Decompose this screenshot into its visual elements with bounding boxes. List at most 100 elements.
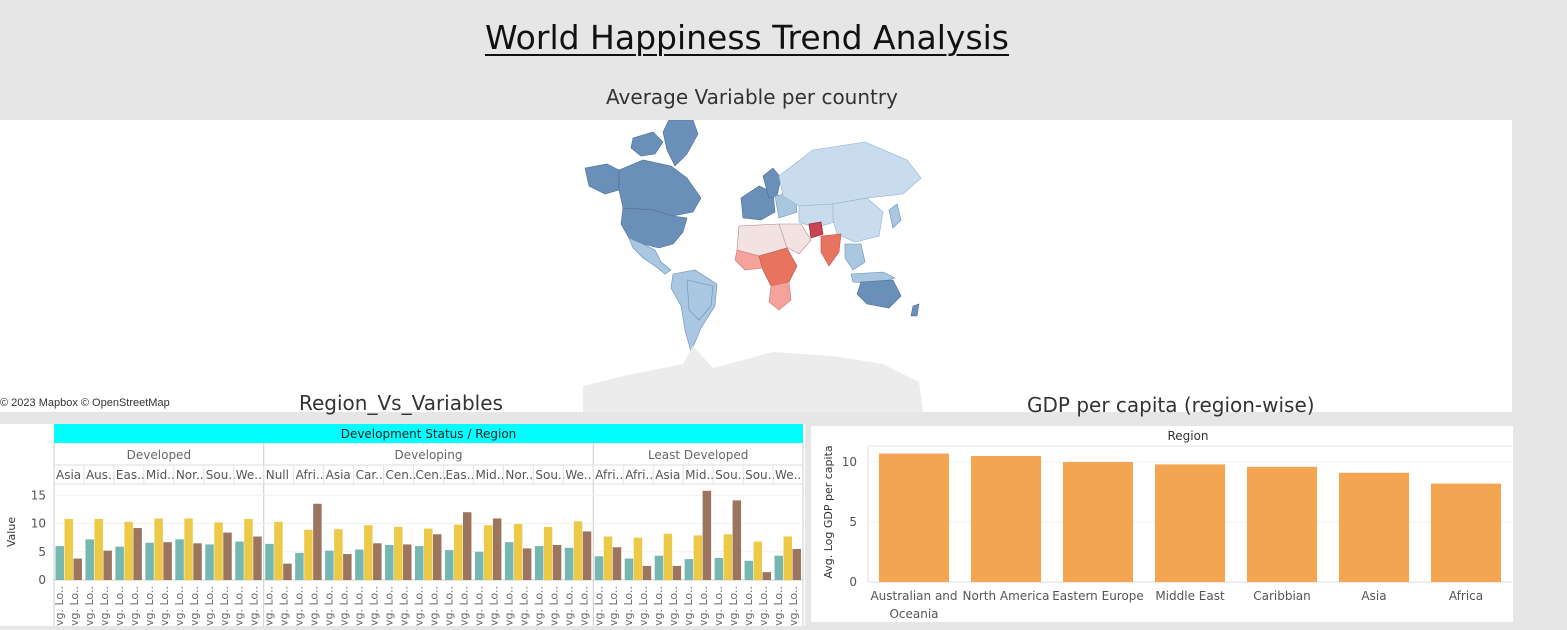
x-tick-label: vg. Lo..	[308, 586, 321, 626]
bar	[732, 500, 742, 580]
map-central-asia[interactable]	[798, 203, 842, 229]
bar	[403, 544, 412, 580]
x-tick-label: vg. Lo..	[502, 586, 515, 626]
map-new-zealand[interactable]	[910, 303, 920, 317]
region-label: We..	[236, 468, 262, 482]
x-tick-label: Eastern Europe	[1052, 589, 1144, 603]
map-india[interactable]	[820, 233, 842, 267]
bar	[184, 518, 193, 580]
region-label: Afri..	[296, 468, 324, 482]
bar	[642, 565, 652, 580]
bar	[684, 559, 694, 580]
bar	[223, 532, 232, 580]
region-label: Eas..	[445, 468, 474, 482]
y-tick-label: 5	[38, 545, 46, 559]
map-alaska[interactable]	[584, 163, 620, 195]
map-china[interactable]	[832, 197, 884, 243]
x-tick-label: vg. Lo..	[248, 586, 261, 626]
map-scandinavia[interactable]	[762, 167, 782, 199]
world-map[interactable]	[583, 120, 923, 412]
x-tick-label: vg. Lo..	[98, 586, 111, 626]
map-japan[interactable]	[888, 203, 902, 229]
region-label: Cen..	[386, 468, 417, 482]
x-tick-label: vg. Lo..	[532, 586, 545, 626]
x-tick-label: vg. Lo..	[622, 586, 635, 626]
bar	[1063, 462, 1133, 582]
region-vs-variables-panel[interactable]: Development Status / Region Developed Deve…	[0, 424, 805, 626]
bar	[355, 549, 364, 580]
region-label: Aus..	[86, 468, 116, 482]
x-tick-label: vg. Lo..	[278, 586, 291, 626]
region-label: Sou..	[535, 468, 565, 482]
x-tick-label: Africa	[1449, 589, 1483, 603]
bar	[594, 556, 604, 580]
x-tick-label: vg. Lo..	[787, 586, 800, 626]
bar	[663, 533, 673, 580]
region-label: Nor..	[505, 468, 533, 482]
map-greenland[interactable]	[662, 120, 699, 167]
bar	[163, 542, 172, 580]
map-panel[interactable]	[0, 120, 1512, 412]
bar	[145, 542, 154, 580]
region-label: Sou..	[206, 468, 236, 482]
bar	[792, 548, 801, 580]
map-southeast-asia[interactable]	[844, 243, 866, 271]
header-label: Development Status / Region	[341, 427, 517, 441]
bar	[415, 546, 424, 580]
x-tick-label: vg. Lo..	[682, 586, 695, 626]
map-australia[interactable]	[856, 279, 902, 309]
x-tick-label: vg. Lo..	[368, 586, 381, 626]
region-label: Mid..	[475, 468, 504, 482]
bar	[244, 519, 253, 580]
region-label: Afri..	[625, 468, 653, 482]
bar	[534, 546, 544, 580]
y-axis-label: Value	[5, 517, 18, 547]
map-europe-west[interactable]	[740, 185, 776, 221]
bar	[432, 534, 442, 580]
y-tick-label: 0	[849, 575, 857, 589]
map-west-africa[interactable]	[734, 249, 764, 271]
x-tick-label: vg. Lo..	[143, 586, 156, 626]
map-attribution: © 2023 Mapbox © OpenStreetMap	[0, 397, 170, 409]
bar	[522, 548, 532, 580]
region-label: Sou..	[745, 468, 775, 482]
x-tick-label: vg. Lo..	[203, 586, 216, 626]
bar	[295, 552, 304, 580]
map-southern-africa[interactable]	[768, 281, 792, 311]
map-brazil[interactable]	[686, 279, 714, 321]
x-tick-label: vg. Lo..	[472, 586, 485, 626]
bar	[85, 539, 94, 580]
x-tick-label: vg. Lo..	[517, 586, 530, 626]
x-tick-label: vg. Lo..	[427, 586, 440, 626]
region-label: Cen..	[416, 468, 447, 482]
region-vs-variables-chart[interactable]: Development Status / Region Developed Deve…	[0, 424, 805, 626]
map-canada[interactable]	[618, 159, 702, 217]
x-tick-label: vg. Lo..	[652, 586, 665, 626]
bar	[175, 539, 184, 580]
gdp-region-chart[interactable]: Region 0 5 10 Avg. Log GDP per capita Austral…	[811, 426, 1513, 622]
bar	[334, 529, 343, 580]
x-tick-label: Australian and	[870, 589, 957, 603]
x-tick-label: vg. Lo..	[188, 586, 201, 626]
region-label: Sou..	[715, 468, 745, 482]
map-usa[interactable]	[620, 207, 688, 249]
bar	[274, 521, 283, 580]
x-tick-label: vg. Lo..	[577, 586, 590, 626]
bar	[265, 543, 274, 580]
bar	[373, 543, 382, 580]
region-label: Eas..	[116, 468, 145, 482]
map-afghanistan[interactable]	[808, 221, 824, 239]
bar	[444, 550, 454, 580]
region-label: Asia	[326, 468, 351, 482]
bar	[723, 534, 733, 580]
x-tick-label: vg. Lo..	[338, 586, 351, 626]
x-tick-label: vg. Lo..	[772, 586, 785, 626]
map-arctic-islands[interactable]	[630, 131, 664, 157]
bar	[394, 526, 403, 580]
region-vs-variables-title: Region_Vs_Variables	[299, 391, 503, 415]
map-mexico[interactable]	[628, 237, 672, 275]
bar	[462, 512, 472, 580]
gdp-region-panel[interactable]: Region 0 5 10 Avg. Log GDP per capita Austral…	[811, 426, 1513, 622]
x-tick-label: vg. Lo..	[353, 586, 366, 626]
map-russia[interactable]	[778, 141, 922, 207]
